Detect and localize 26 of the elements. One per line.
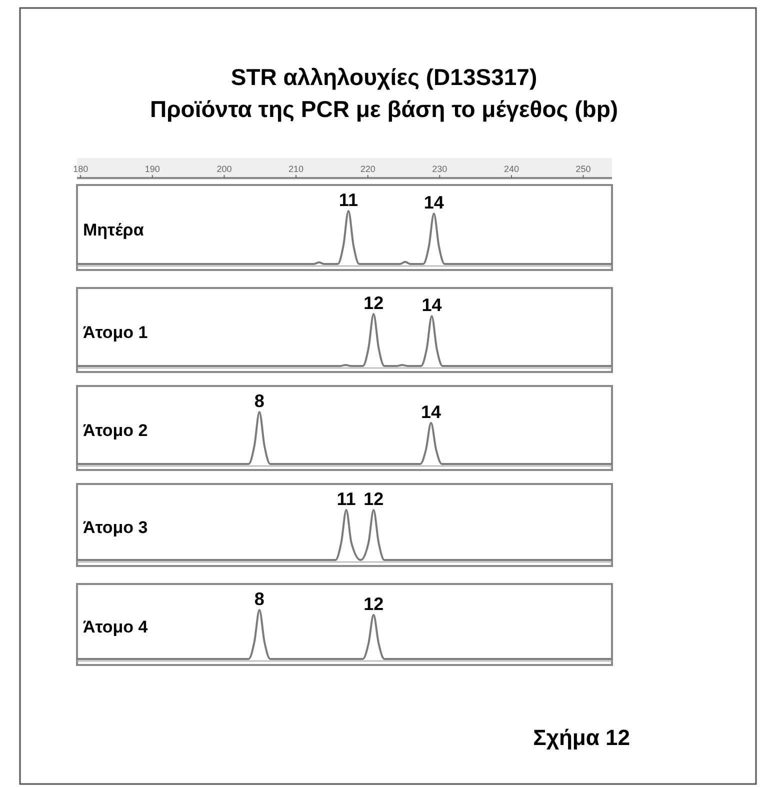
chart-title: STR αλληλουχίες (D13S317) xyxy=(230,64,538,90)
x-tick-label: 180 xyxy=(73,164,88,174)
series-label: Μητέρα xyxy=(83,220,144,240)
annotation: 14 xyxy=(421,402,442,422)
x-tick-label: 250 xyxy=(576,164,591,174)
series-label: Άτομο 1 xyxy=(83,323,148,342)
series-label: Άτομο 3 xyxy=(83,518,148,537)
text: Σχήμα 12 xyxy=(533,725,630,750)
annotation: 8 xyxy=(254,589,264,609)
annotation: 12 xyxy=(364,594,384,614)
x-tick-label: 240 xyxy=(504,164,519,174)
annotation: 8 xyxy=(254,391,264,411)
x-tick-label: 190 xyxy=(144,164,160,174)
annotation: 14 xyxy=(424,192,444,213)
series-label: Άτομο 2 xyxy=(83,421,148,440)
x-tick-label: 200 xyxy=(216,164,232,174)
annotation: 12 xyxy=(364,293,384,313)
series-label: Άτομο 4 xyxy=(83,618,148,636)
annotation: 11 xyxy=(338,190,358,210)
chart-subtitle: Προϊόντα της PCR με βάση το μέγεθος (bp) xyxy=(150,96,618,122)
annotation: 14 xyxy=(422,295,442,316)
x-tick-label: 210 xyxy=(288,164,304,174)
x-tick-label: 230 xyxy=(432,164,448,174)
annotation: 12 xyxy=(364,489,384,509)
x-tick-label: 220 xyxy=(360,164,376,174)
annotation: 11 xyxy=(336,489,356,509)
